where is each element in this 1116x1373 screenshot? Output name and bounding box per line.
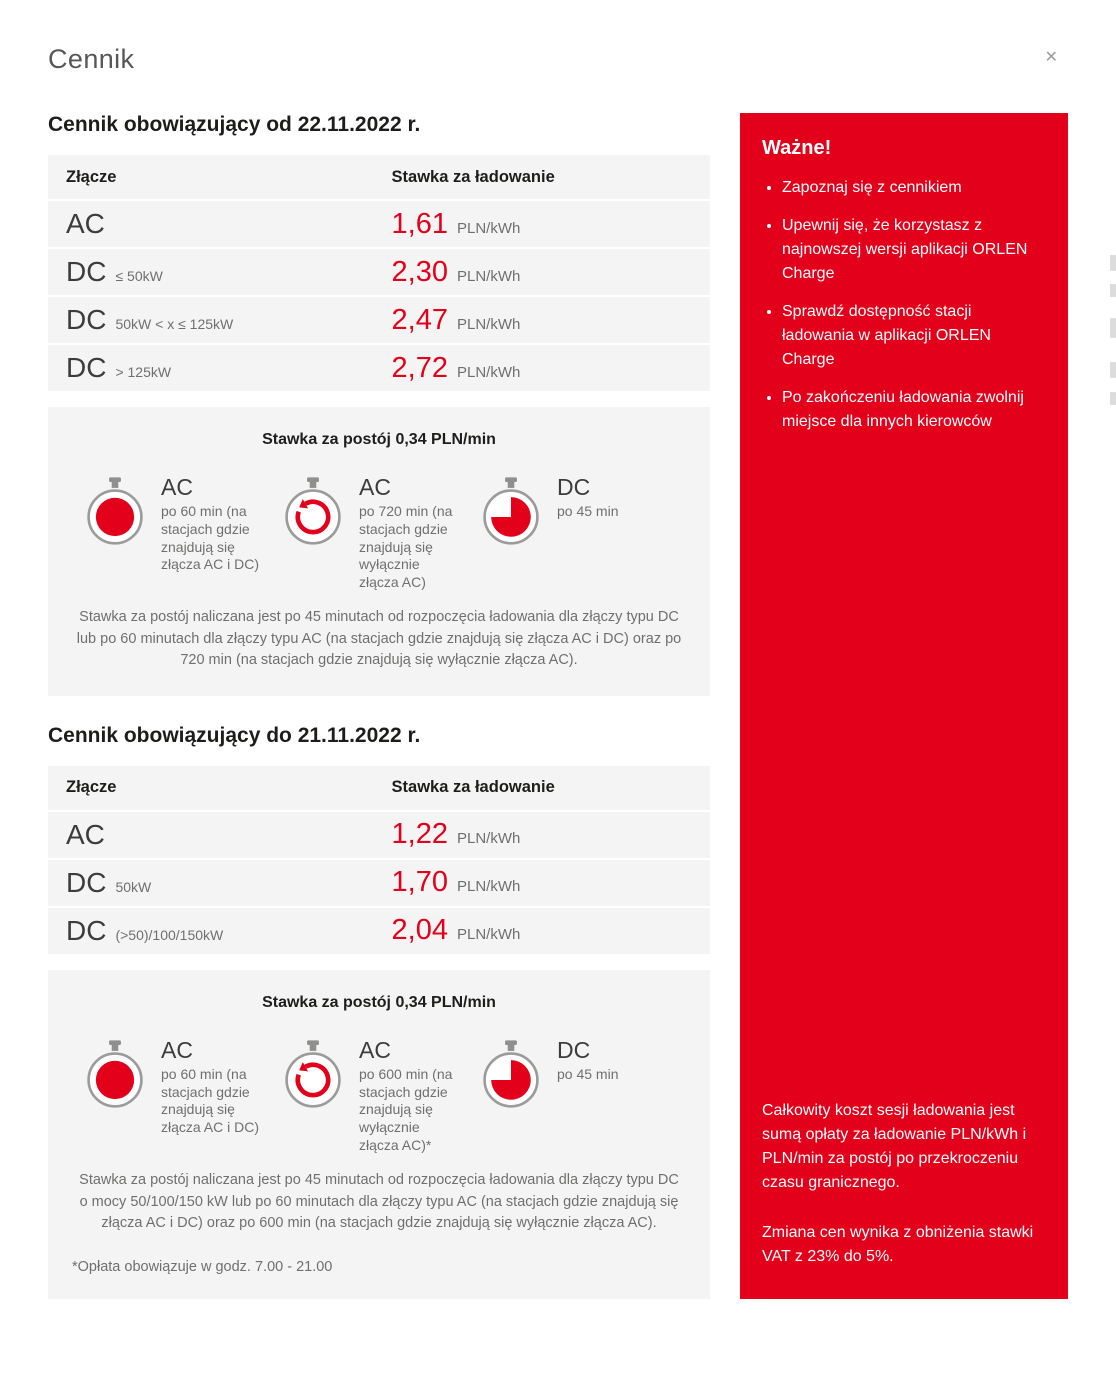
connector-detail: ≤ 50kW: [115, 268, 163, 284]
idle-fee-title: Stawka za postój 0,34 PLN/min: [262, 993, 496, 1011]
column-header-connector: Złącze: [66, 167, 117, 186]
connector-label: DC: [66, 866, 107, 898]
price-table-current: Złącze Stawka za ładowanie AC 1,61 PLN/k…: [48, 155, 710, 391]
close-icon[interactable]: ✕: [1044, 49, 1058, 66]
price-unit: PLN/kWh: [456, 926, 521, 944]
idle-item-desc: po 60 min (na stacjach gdzie znajdują si…: [161, 1066, 260, 1135]
idle-fee-box-previous: Stawka za postój 0,34 PLN/min AC po 60 m…: [48, 969, 710, 1299]
price-unit: PLN/kWh: [456, 315, 521, 333]
table-row: DC 50kW < x ≤ 125kW 2,47 PLN/kWh: [48, 297, 710, 343]
column-header-rate: Stawka za ładowanie: [391, 167, 555, 186]
table-row: DC 50kW 1,70 PLN/kWh: [48, 859, 710, 906]
idle-fee-items: AC po 60 min (na stacjach gdzie znajdują…: [72, 474, 686, 591]
connector-label: DC: [66, 256, 107, 287]
page-title: Cennik: [48, 44, 135, 74]
connector-detail: 50kW: [115, 878, 152, 895]
connector-detail: > 125kW: [115, 364, 172, 380]
idle-item-label: AC: [359, 1036, 391, 1063]
important-bullet: Upewnij się, że korzystasz z najnowszej …: [782, 214, 1046, 286]
connector-detail: 50kW < x ≤ 125kW: [115, 316, 234, 332]
stopwatch-quarter-icon: [483, 1040, 539, 1108]
price-value: 2,30: [391, 255, 448, 288]
idle-item-label: DC: [557, 1036, 591, 1063]
price-value: 1,22: [391, 818, 448, 851]
pricelist-column: Cennik obowiązujący od 22.11.2022 r. Złą…: [48, 113, 710, 1299]
idle-item-desc: po 45 min: [557, 503, 619, 520]
important-bullet: Zapoznaj się z cennikiem: [782, 176, 1046, 200]
column-header-rate: Stawka za ładowanie: [391, 778, 555, 797]
price-value: 2,72: [391, 351, 448, 384]
idle-fee-note: Stawka za postój naliczana jest po 45 mi…: [79, 1172, 679, 1232]
price-value: 1,61: [391, 207, 448, 240]
section-heading-previous: Cennik obowiązujący do 21.11.2022 r.: [48, 723, 421, 747]
idle-item-desc: po 60 min (na stacjach gdzie znajdują si…: [161, 503, 260, 573]
price-unit: PLN/kWh: [456, 830, 521, 848]
idle-item-ac-mixed: AC po 60 min (na stacjach gdzie znajdują…: [82, 1036, 280, 1154]
stopwatch-full-icon: [87, 477, 143, 545]
table-row: AC 1,22 PLN/kWh: [48, 811, 710, 858]
modal-body: Cennik obowiązujący od 22.11.2022 r. Złą…: [48, 113, 1068, 1299]
idle-item-desc: po 45 min: [557, 1066, 619, 1083]
table-row: DC ≤ 50kW 2,30 PLN/kWh: [48, 249, 710, 295]
price-unit: PLN/kWh: [456, 878, 521, 896]
price-unit: PLN/kWh: [456, 267, 521, 285]
important-bullet-list: Zapoznaj się z cennikiem Upewnij się, że…: [762, 176, 1046, 448]
important-paragraph: Całkowity koszt sesji ładowania jest sum…: [762, 1101, 1027, 1191]
column-header-connector: Złącze: [66, 778, 117, 797]
important-footer: Całkowity koszt sesji ładowania jest sum…: [762, 1099, 1046, 1269]
table-row: AC 1,61 PLN/kWh: [48, 201, 710, 247]
section-heading-current: Cennik obowiązujący od 22.11.2022 r.: [48, 113, 421, 136]
stopwatch-repeat-icon: [285, 1040, 341, 1108]
important-paragraph: Zmiana cen wynika z obniżenia stawki VAT…: [762, 1223, 1034, 1265]
connector-label: DC: [66, 914, 107, 946]
idle-item-label: DC: [557, 474, 591, 500]
table-header-row: Złącze Stawka za ładowanie: [48, 155, 710, 199]
important-panel: Ważne! Zapoznaj się z cennikiem Upewnij …: [740, 113, 1068, 1299]
important-bullet: Sprawdź dostępność stacji ładowania w ap…: [782, 300, 1046, 372]
idle-item-dc: DC po 45 min: [478, 474, 676, 591]
stopwatch-full-icon: [87, 1040, 143, 1108]
price-value: 2,47: [391, 303, 448, 336]
page-edge-artifact: [1110, 318, 1116, 338]
connector-label: DC: [66, 352, 107, 383]
idle-item-desc: po 600 min (na stacjach gdzie znajdują s…: [359, 1066, 453, 1153]
idle-item-ac-mixed: AC po 60 min (na stacjach gdzie znajdują…: [82, 474, 280, 591]
idle-item-ac-only: AC po 720 min (na stacjach gdzie znajduj…: [280, 474, 478, 591]
idle-fee-footnote: *Opłata obowiązuje w godz. 7.00 - 21.00: [72, 1258, 333, 1275]
table-row: DC > 125kW 2,72 PLN/kWh: [48, 345, 710, 391]
connector-label: DC: [66, 304, 107, 335]
important-heading: Ważne!: [762, 137, 832, 159]
price-table-previous: Złącze Stawka za ładowanie AC 1,22 PLN/k…: [48, 765, 710, 954]
connector-label: AC: [66, 208, 105, 239]
price-unit: PLN/kWh: [456, 363, 521, 381]
idle-fee-note: Stawka za postój naliczana jest po 45 mi…: [76, 609, 682, 669]
table-header-row: Złącze Stawka za ładowanie: [48, 765, 710, 810]
page-edge-artifact: [1110, 362, 1116, 378]
page-edge-artifact: [1110, 392, 1116, 405]
page-edge-artifact: [1110, 284, 1116, 297]
idle-fee-box-current: Stawka za postój 0,34 PLN/min AC po 60 m…: [48, 407, 710, 696]
stopwatch-quarter-icon: [483, 477, 539, 545]
idle-item-label: AC: [161, 1036, 193, 1063]
idle-fee-title: Stawka za postój 0,34 PLN/min: [262, 431, 496, 448]
idle-fee-items: AC po 60 min (na stacjach gdzie znajdują…: [72, 1036, 686, 1154]
connector-label: AC: [66, 818, 105, 850]
idle-item-desc: po 720 min (na stacjach gdzie znajdują s…: [359, 503, 453, 590]
price-value: 1,70: [391, 866, 448, 899]
stopwatch-repeat-icon: [285, 477, 341, 545]
page-edge-artifact: [1110, 255, 1116, 271]
idle-item-label: AC: [359, 474, 391, 500]
idle-item-ac-only: AC po 600 min (na stacjach gdzie znajduj…: [280, 1036, 478, 1154]
connector-detail: (>50)/100/150kW: [115, 926, 224, 943]
price-value: 2,04: [391, 914, 448, 947]
pricing-modal: ✕ Cennik Cennik obowiązujący od 22.11.20…: [0, 0, 1116, 1329]
important-bullet: Po zakończeniu ładowania zwolnij miejsce…: [782, 386, 1046, 434]
table-row: DC (>50)/100/150kW 2,04 PLN/kWh: [48, 907, 710, 954]
price-unit: PLN/kWh: [456, 219, 521, 237]
idle-item-label: AC: [161, 474, 193, 500]
idle-item-dc: DC po 45 min: [478, 1036, 676, 1154]
